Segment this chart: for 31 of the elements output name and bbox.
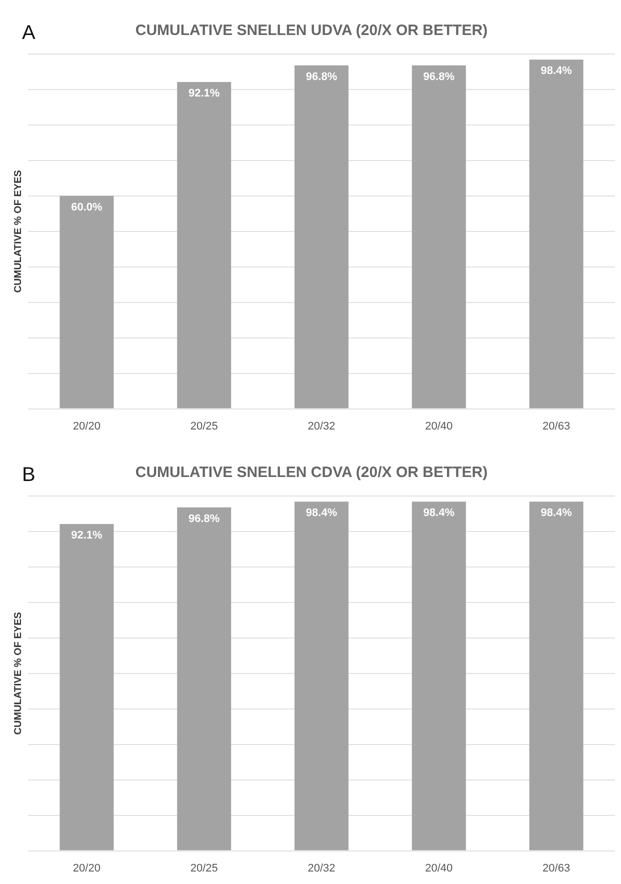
- x-tick-label: 20/32: [308, 420, 336, 432]
- x-tick-label: 20/63: [542, 420, 570, 432]
- data-label: 96.8%: [423, 70, 455, 83]
- data-label: 96.8%: [188, 512, 220, 525]
- bar: [412, 65, 466, 408]
- data-label: 96.8%: [306, 70, 338, 83]
- data-label: 98.4%: [540, 507, 572, 520]
- x-tick-label: 20/20: [72, 420, 100, 432]
- data-label: 98.4%: [423, 507, 455, 520]
- chart-title: CUMULATIVE SNELLEN UDVA (20/X OR BETTER): [135, 22, 488, 40]
- text: B: [22, 464, 36, 487]
- x-tick-label: 20/32: [308, 862, 336, 874]
- bar: [177, 82, 232, 408]
- x-tick-label: 20/63: [542, 862, 570, 874]
- chart-title: CUMULATIVE SNELLEN CDVA (20/X OR BETTER): [135, 464, 488, 482]
- data-label: 98.4%: [540, 65, 572, 78]
- bar: [60, 196, 114, 408]
- bar: [294, 65, 348, 408]
- x-tick-label: 20/40: [425, 420, 453, 432]
- data-label: 92.1%: [188, 88, 220, 100]
- data-label: 98.4%: [306, 507, 338, 520]
- text: A: [22, 22, 36, 45]
- y-axis-title: CUMULATIVE % OF EYES: [12, 170, 24, 293]
- data-label: 92.1%: [71, 530, 103, 542]
- data-label: 60.0%: [71, 201, 103, 214]
- x-tick-label: 20/25: [190, 420, 218, 432]
- y-axis-title: CUMULATIVE % OF EYES: [12, 612, 24, 735]
- x-tick-label: 20/20: [72, 862, 100, 874]
- x-tick-label: 20/40: [425, 862, 453, 874]
- x-tick-label: 20/25: [190, 862, 218, 874]
- bar: [529, 60, 584, 408]
